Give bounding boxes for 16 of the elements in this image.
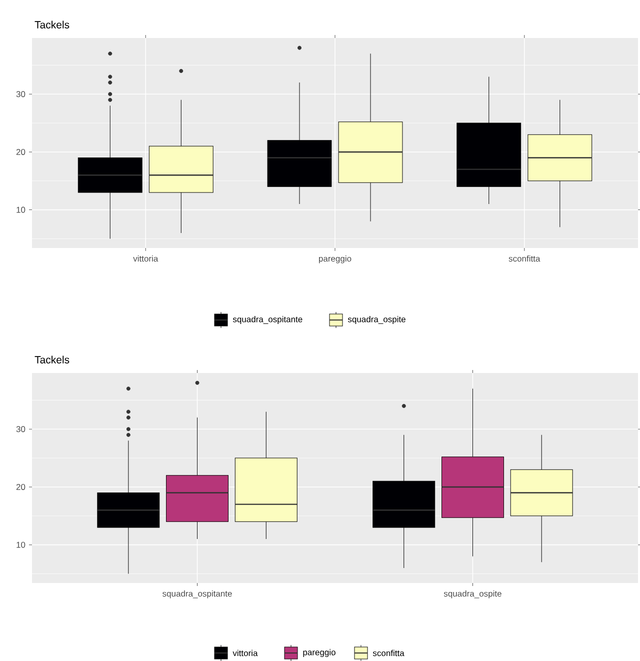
y-tick-label: 30 (16, 91, 26, 98)
y-tick-label: 20 (16, 484, 26, 490)
y-tick-label: 30 (16, 426, 26, 432)
y-tick-label: 10 (16, 542, 26, 548)
chart-title: Tackels (34, 20, 70, 28)
y-tick-label: 20 (16, 148, 26, 155)
legend-label: vittoria (232, 650, 258, 656)
x-tick-label: vittoria (133, 255, 158, 262)
y-tick-label: 10 (16, 206, 26, 213)
chart-title: Tackels (34, 356, 70, 364)
legend-label: sconfitta (372, 650, 404, 656)
legend-label: squadra_ospitante (232, 316, 302, 324)
x-tick-label: sconfitta (508, 255, 540, 262)
legend-label: pareggio (303, 649, 336, 657)
x-tick-label: pareggio (319, 255, 352, 264)
legend-label: squadra_ospite (348, 316, 406, 324)
